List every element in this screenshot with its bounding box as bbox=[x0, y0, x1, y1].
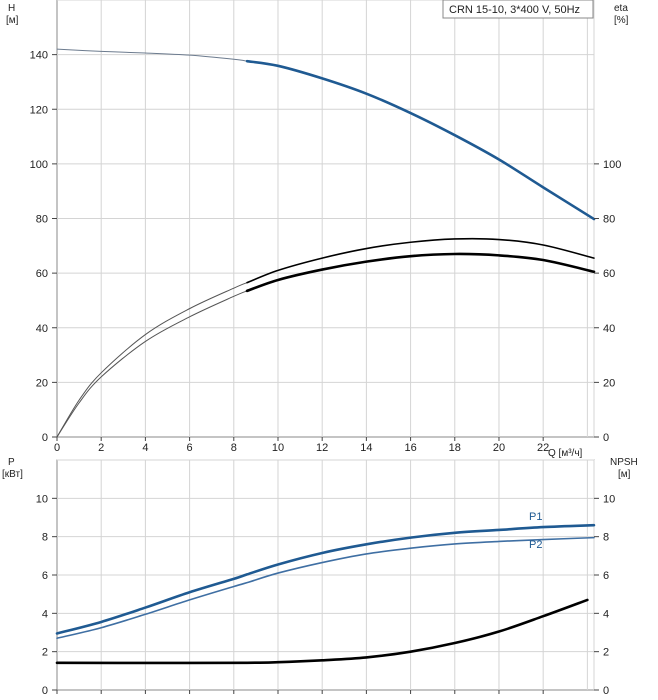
lower-series bbox=[55, 523, 596, 665]
x-tick-label: 4 bbox=[142, 442, 148, 454]
lower-right-axis-label-line1: NPSH bbox=[610, 457, 638, 468]
x-tick-label: 14 bbox=[360, 442, 372, 454]
upper-series-line-0 bbox=[56, 48, 248, 62]
upper-right-tick-label: 40 bbox=[603, 323, 615, 335]
x-axis-label: Q [м³/ч] bbox=[548, 448, 583, 459]
upper-series-line-5 bbox=[245, 252, 596, 293]
upper-grid bbox=[57, 0, 595, 437]
x-tick-label: 2 bbox=[98, 442, 104, 454]
upper-right-tick-label: 100 bbox=[603, 159, 621, 171]
x-tick-label: 18 bbox=[449, 442, 461, 454]
x-tick-label: 6 bbox=[187, 442, 193, 454]
x-tick-label: 16 bbox=[404, 442, 416, 454]
lower-right-tick-label: 0 bbox=[603, 685, 609, 697]
lower-grid bbox=[57, 459, 595, 690]
lower-left-tick-label: 8 bbox=[42, 532, 48, 544]
x-tick-label: 22 bbox=[537, 442, 549, 454]
upper-ticks: 0 20 40 60 80 100 120 140 0 20 40 60 80 100 0 2 4 6 8 10 12 1… bbox=[30, 50, 622, 454]
upper-right-tick-label: 80 bbox=[603, 214, 615, 226]
title-box bbox=[442, 0, 594, 19]
upper-panel: 0 20 40 60 80 100 120 140 0 20 40 60 80 100 0 2 4 6 8 10 12 1… bbox=[6, 0, 629, 459]
lower-right-tick-label: 2 bbox=[603, 647, 609, 659]
x-tick-label: 20 bbox=[493, 442, 505, 454]
upper-right-axis-label-line2: [%] bbox=[614, 15, 629, 26]
lower-series-line-0 bbox=[55, 523, 596, 635]
upper-left-tick-label: 20 bbox=[36, 377, 48, 389]
lower-left-tick-label: 0 bbox=[42, 685, 48, 697]
upper-right-tick-label: 60 bbox=[603, 268, 615, 280]
lower-left-axis-label-line2: [кВт] bbox=[2, 469, 23, 480]
upper-left-tick-label: 100 bbox=[30, 159, 48, 171]
upper-left-tick-label: 40 bbox=[36, 323, 48, 335]
lower-right-tick-label: 8 bbox=[603, 532, 609, 544]
upper-left-tick-label: 120 bbox=[30, 104, 48, 116]
x-tick-label: 8 bbox=[231, 442, 237, 454]
upper-series bbox=[56, 48, 596, 438]
lower-left-tick-label: 10 bbox=[36, 493, 48, 505]
upper-series-line-2 bbox=[56, 282, 248, 438]
upper-series-line-4 bbox=[56, 290, 248, 438]
series-label-p2: P2 bbox=[529, 539, 542, 551]
upper-right-tick-label: 0 bbox=[603, 432, 609, 444]
lower-right-tick-label: 6 bbox=[603, 570, 609, 582]
lower-series-line-2 bbox=[55, 598, 589, 665]
lower-right-tick-label: 10 bbox=[603, 493, 615, 505]
upper-left-tick-label: 0 bbox=[42, 432, 48, 444]
upper-series-line-3 bbox=[246, 237, 595, 284]
lower-left-tick-label: 2 bbox=[42, 647, 48, 659]
lower-right-axis-label-line2: [м] bbox=[618, 469, 631, 480]
x-tick-label: 10 bbox=[272, 442, 284, 454]
lower-left-axis-label-line1: P bbox=[8, 457, 15, 468]
lower-right-tick-label: 4 bbox=[603, 608, 609, 620]
x-tick-label: 12 bbox=[316, 442, 328, 454]
upper-right-axis-label-line1: eta bbox=[614, 3, 628, 14]
upper-right-tick-label: 20 bbox=[603, 377, 615, 389]
lower-left-tick-label: 6 bbox=[42, 570, 48, 582]
lower-panel: 0 2 4 6 8 10 0 2 4 6 8 10 P [кВт] NPSH [м] P1 P2 bbox=[2, 457, 638, 697]
lower-series-line-1 bbox=[56, 536, 595, 640]
upper-left-tick-label: 60 bbox=[36, 268, 48, 280]
title-box-text: CRN 15-10, 3*400 V, 50Hz bbox=[449, 4, 580, 16]
upper-left-axis-label-line1: H bbox=[8, 3, 15, 14]
x-tick-label: 0 bbox=[54, 442, 60, 454]
lower-ticks: 0 2 4 6 8 10 0 2 4 6 8 10 bbox=[36, 493, 616, 697]
lower-left-tick-label: 4 bbox=[42, 608, 48, 620]
upper-series-line-1 bbox=[245, 59, 596, 221]
upper-left-tick-label: 140 bbox=[30, 50, 48, 62]
upper-left-axis-label-line2: [м] bbox=[6, 15, 19, 26]
upper-left-tick-label: 80 bbox=[36, 214, 48, 226]
series-label-p1: P1 bbox=[529, 511, 542, 523]
